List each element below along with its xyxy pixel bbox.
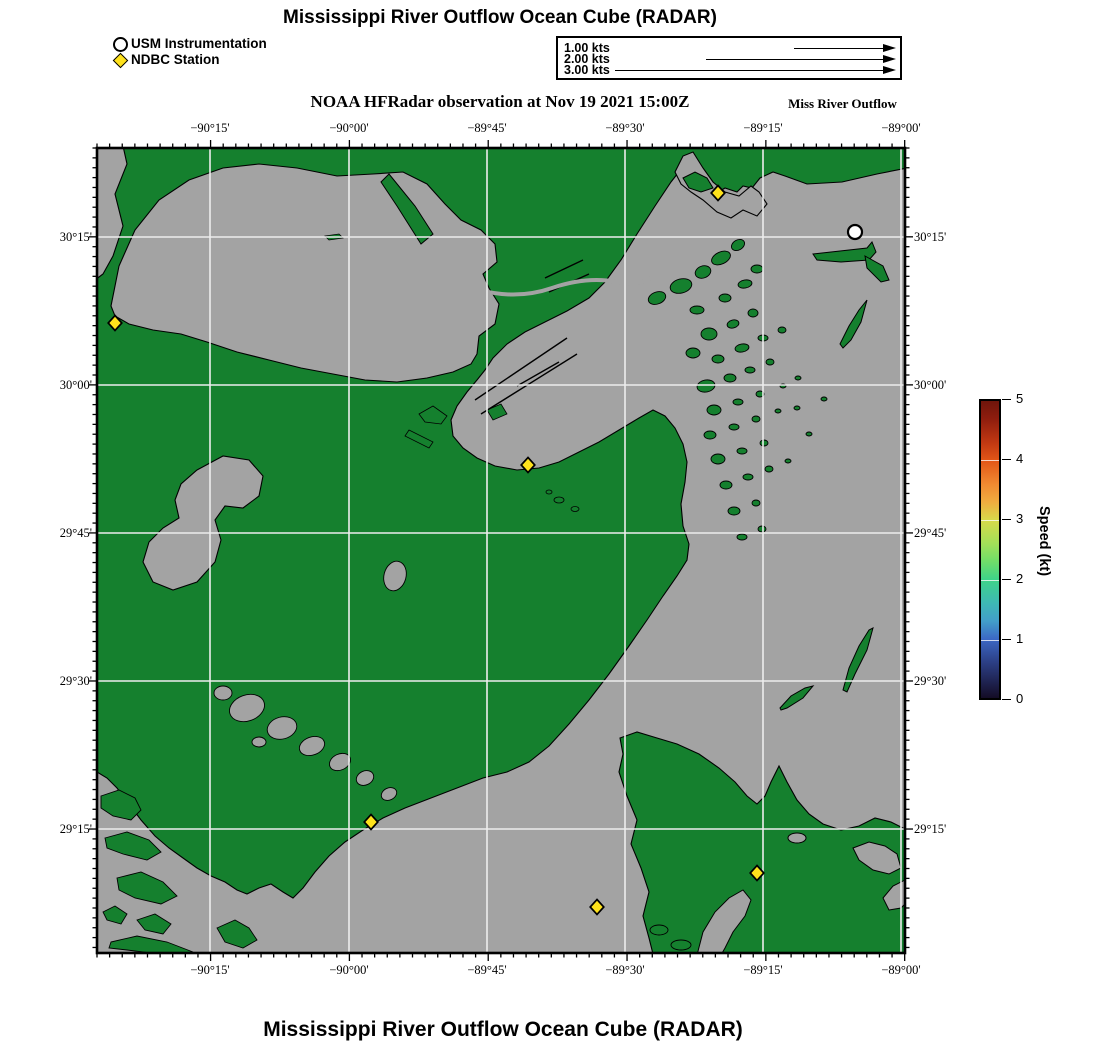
page-title: Mississippi River Outflow Ocean Cube (RA… [283, 7, 717, 28]
colorbar-tick [1002, 578, 1011, 580]
inland-lakes [213, 560, 407, 801]
scale-row-label: 2.00 kts [564, 52, 610, 66]
y-axis-label-right: 29°15' [914, 822, 947, 836]
lake-maurepas [142, 455, 264, 591]
usm-circle-icon [113, 37, 128, 52]
colorbar-title: Speed (kt) [1036, 506, 1052, 577]
delta-inlets [697, 832, 905, 953]
x-axis-label-top: −89°30' [605, 121, 645, 135]
y-axis-label-left: 29°45' [59, 526, 92, 540]
x-axis-label-top: −89°45' [467, 121, 507, 135]
x-axis-label-bottom: −89°15' [743, 963, 783, 977]
colorbar-tick [1002, 638, 1011, 640]
scale-row-label: 3.00 kts [564, 63, 610, 77]
x-axis-label-bottom: −90°00' [329, 963, 369, 977]
x-axis-label-top: −90°15' [190, 121, 230, 135]
cat-island [812, 241, 890, 283]
colorbar-gridline [981, 580, 999, 581]
ndbc-station-marker [107, 314, 123, 332]
scale-arrow-line [794, 47, 883, 49]
colorbar-tick-label: 2 [1016, 571, 1024, 586]
y-axis-label-left: 30°15' [59, 230, 92, 244]
x-axis-label-top: −90°00' [329, 121, 369, 135]
borgne-islets [404, 403, 580, 512]
colorbar-tick-label: 3 [1016, 511, 1024, 526]
x-axis-label-top: −89°15' [743, 121, 783, 135]
fringe-islands [100, 789, 258, 953]
y-axis-label-left: 29°15' [59, 822, 92, 836]
map [89, 140, 913, 961]
usm-station-marker [846, 223, 864, 241]
channels [474, 259, 590, 415]
land-delta [618, 731, 905, 953]
scale-arrow-head [883, 55, 896, 63]
y-axis-label-right: 30°15' [914, 230, 947, 244]
velocity-scale-box: 1.00 kts 2.00 kts 3.00 kts [556, 36, 902, 80]
ndbc-station-marker [589, 898, 605, 916]
graticule [97, 148, 905, 953]
scale-arrow-head [883, 44, 896, 52]
y-axis-label-right: 29°45' [914, 526, 947, 540]
ndbc-station-marker [520, 456, 536, 474]
scale-arrow-line [615, 69, 883, 71]
x-axis-label-top: −89°00' [881, 121, 921, 135]
ndbc-station-marker [710, 184, 726, 202]
legend-item-usm: USM Instrumentation [131, 36, 267, 51]
colorbar-tick [1002, 398, 1011, 400]
colorbar [979, 399, 1001, 700]
colorbar-tick-label: 5 [1016, 391, 1024, 406]
ndbc-diamond-icon [112, 52, 129, 69]
colorbar-tick [1002, 458, 1011, 460]
pontchartrain-point [380, 173, 434, 245]
colorbar-gridline [981, 520, 999, 521]
delta-islets [649, 924, 692, 951]
scale-arrow-line [706, 58, 883, 60]
lake-pontchartrain [110, 163, 500, 383]
x-axis-label-bottom: −89°00' [881, 963, 921, 977]
colorbar-tick-label: 4 [1016, 451, 1024, 466]
x-axis-label-bottom: −89°45' [467, 963, 507, 977]
colorbar-gridline [981, 460, 999, 461]
colorbar-tick [1002, 518, 1011, 520]
y-axis-label-left: 29°30' [59, 674, 92, 688]
bottom-title: Mississippi River Outflow Ocean Cube (RA… [263, 1018, 743, 1041]
ndbc-station-marker [749, 864, 765, 882]
marsh-islands [647, 238, 828, 541]
y-axis-label-left: 30°00' [59, 378, 92, 392]
x-axis-label-bottom: −89°30' [605, 963, 645, 977]
pearl-channel [479, 276, 652, 297]
observation-subtitle: NOAA HFRadar observation at Nov 19 2021 … [310, 92, 690, 111]
region-label: Miss River Outflow [788, 96, 897, 111]
colorbar-tick-label: 1 [1016, 631, 1024, 646]
y-axis-label-right: 29°30' [914, 674, 947, 688]
x-axis-label-bottom: −90°15' [190, 963, 230, 977]
chandeleur-islands [779, 299, 874, 711]
y-axis-label-right: 30°00' [914, 378, 947, 392]
scale-arrow-head [883, 66, 896, 74]
ndbc-station-marker [363, 813, 379, 831]
axis-ticks [89, 140, 913, 961]
colorbar-tick [1002, 698, 1011, 700]
colorbar-gridline [981, 640, 999, 641]
henderson-point [682, 171, 714, 193]
scale-row-label: 1.00 kts [564, 41, 610, 55]
legend-item-ndbc: NDBC Station [131, 52, 220, 67]
colorbar-tick-label: 0 [1016, 691, 1024, 706]
